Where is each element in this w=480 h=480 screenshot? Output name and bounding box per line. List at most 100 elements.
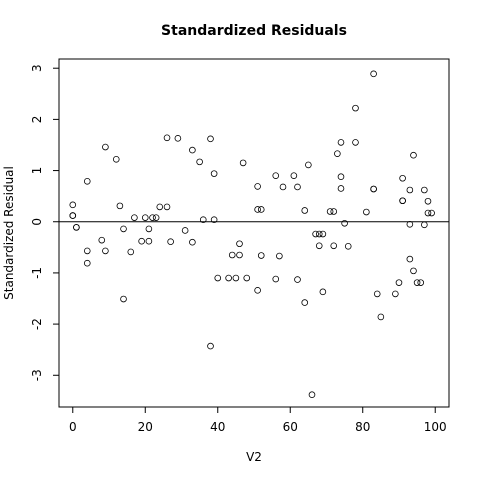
data-point [315, 242, 323, 250]
data-point [167, 238, 174, 246]
data-point [337, 185, 345, 192]
data-point [417, 279, 425, 286]
data-point [312, 230, 319, 238]
data-point [145, 225, 153, 233]
data-point [214, 274, 222, 282]
data-point [236, 251, 243, 259]
data-point [305, 161, 312, 169]
data-point [228, 251, 236, 259]
data-point [207, 342, 214, 350]
data-point [83, 247, 91, 255]
data-point [141, 214, 149, 221]
data-point [399, 174, 406, 182]
data-point [127, 248, 135, 256]
data-point [69, 212, 77, 219]
data-point [181, 227, 189, 234]
x-tick-label: 100 [424, 420, 447, 434]
data-point [69, 201, 77, 209]
data-point [272, 172, 280, 179]
x-axis-label: V2 [246, 450, 262, 464]
data-point [254, 206, 261, 213]
data-point [189, 146, 196, 154]
data-point [272, 275, 280, 283]
data-point [145, 237, 153, 245]
data-point [334, 150, 341, 157]
data-point [326, 208, 334, 215]
y-tick-label: 3 [30, 64, 44, 72]
data-point [301, 299, 309, 306]
data-point [120, 225, 127, 233]
data-point [163, 134, 171, 142]
y-tick-label: 1 [30, 167, 44, 175]
data-point [131, 214, 138, 221]
data-point [363, 208, 370, 216]
data-point [352, 104, 359, 112]
data-point [163, 203, 171, 211]
data-point [279, 183, 287, 191]
data-point [189, 238, 196, 246]
data-point [210, 170, 218, 177]
x-tick-label: 20 [138, 420, 153, 434]
data-point [424, 209, 432, 217]
data-point [370, 70, 377, 78]
data-point [120, 295, 127, 303]
data-point [232, 274, 240, 282]
data-point [243, 274, 251, 282]
data-point [294, 276, 301, 283]
plot-frame [58, 58, 450, 408]
data-point [225, 274, 232, 282]
data-point [290, 172, 298, 179]
data-point [83, 178, 91, 185]
y-tick-label: 0 [30, 218, 44, 226]
y-axis: -3 -2 -1 0 1 2 3 [30, 64, 59, 381]
data-point [424, 197, 432, 205]
data-point [294, 183, 301, 191]
data-point [428, 209, 435, 217]
data-point [102, 143, 109, 151]
data-point [116, 202, 124, 210]
data-point [254, 183, 261, 190]
data-point [112, 156, 120, 163]
y-tick-label: -3 [30, 369, 44, 381]
data-point [207, 135, 214, 143]
data-point [341, 219, 348, 227]
data-point [319, 230, 327, 238]
data-point [73, 224, 80, 231]
data-point [196, 158, 203, 166]
data-point [210, 216, 218, 223]
data-point [413, 279, 421, 286]
data-point [319, 288, 327, 296]
x-tick-label: 40 [210, 420, 225, 434]
data-point [344, 243, 352, 250]
data-point [352, 139, 359, 146]
x-tick-label: 80 [355, 420, 370, 434]
x-tick-label: 0 [69, 420, 77, 434]
y-axis-label: Standardized Residual [2, 166, 16, 300]
data-point [406, 255, 414, 263]
data-points [69, 70, 435, 399]
data-point [98, 236, 106, 244]
data-point [421, 221, 428, 229]
data-point [410, 267, 417, 275]
data-point [406, 221, 414, 228]
y-tick-label: -2 [30, 318, 44, 330]
data-point [236, 240, 243, 248]
data-point [152, 214, 160, 221]
data-point [315, 230, 323, 238]
data-point [308, 391, 316, 399]
data-point [337, 173, 345, 181]
data-point [254, 287, 261, 294]
data-point [301, 207, 309, 214]
data-point [421, 186, 428, 194]
data-point [373, 290, 381, 298]
data-point [330, 242, 338, 250]
data-point [395, 279, 403, 286]
data-point [102, 247, 109, 255]
data-point [276, 252, 283, 260]
data-point [370, 185, 377, 193]
y-tick-label: -1 [30, 267, 44, 279]
data-point [138, 237, 145, 245]
data-point [257, 206, 265, 213]
data-point [330, 208, 338, 215]
